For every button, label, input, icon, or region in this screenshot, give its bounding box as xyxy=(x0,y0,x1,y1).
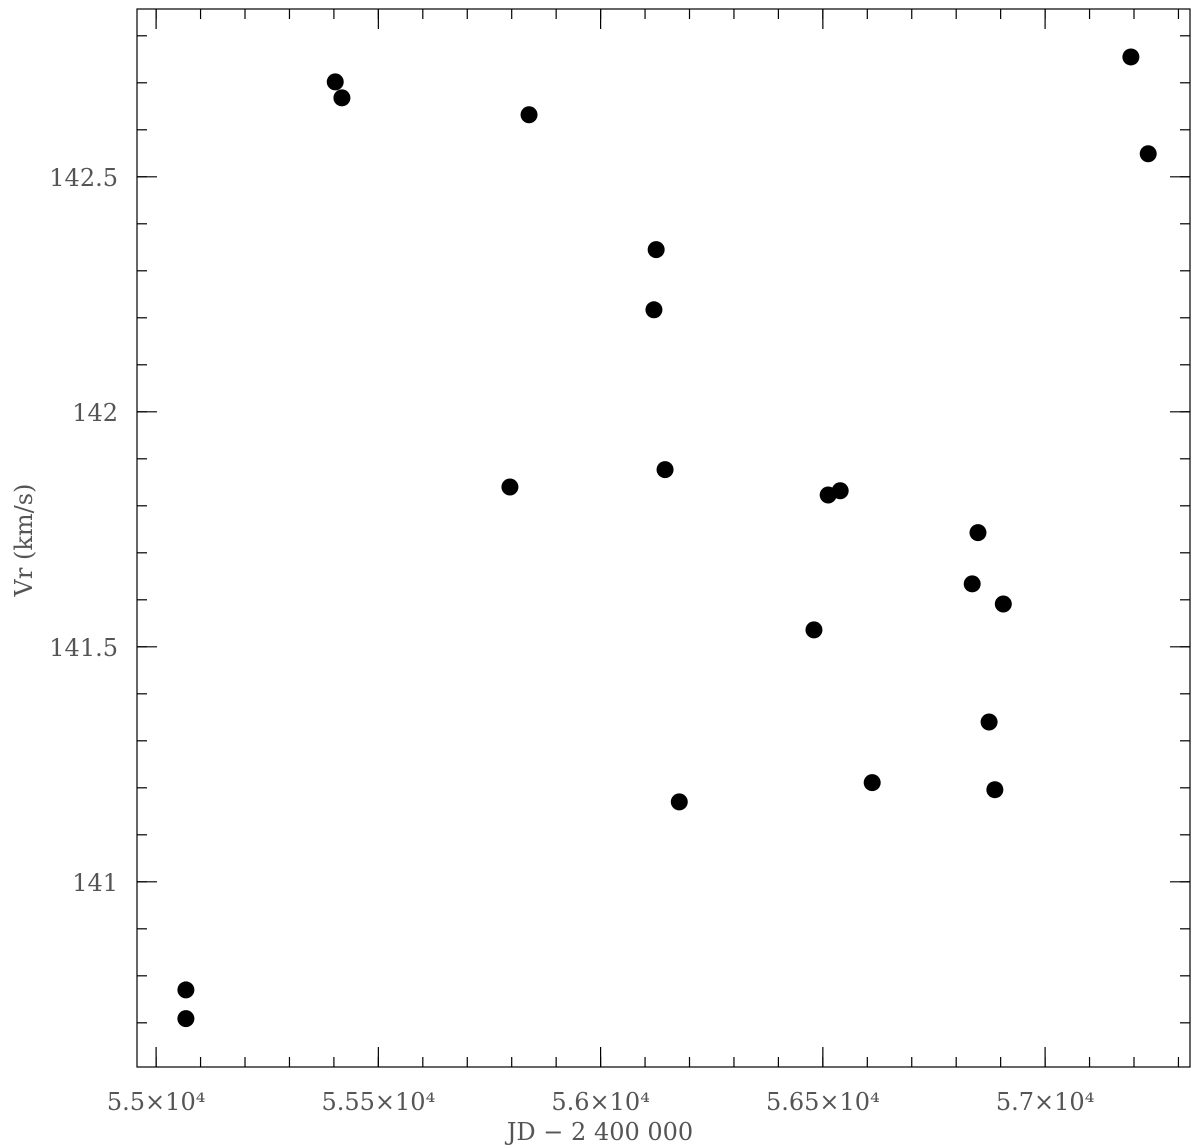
x-tick-label: 5.6×10⁴ xyxy=(551,1088,649,1116)
data-point xyxy=(863,774,881,792)
data-point xyxy=(986,781,1004,799)
y-axis-label: Vr (km/s) xyxy=(10,484,38,598)
data-point xyxy=(656,461,674,479)
x-tick-label: 5.7×10⁴ xyxy=(996,1088,1094,1116)
x-tick-label: 5.5×10⁴ xyxy=(107,1088,205,1116)
data-point xyxy=(969,524,987,542)
data-point xyxy=(963,575,981,593)
y-tick-label: 141.5 xyxy=(49,634,118,662)
y-tick-label: 142 xyxy=(72,399,118,427)
data-point xyxy=(805,621,823,639)
x-axis-label: JD − 2 400 000 xyxy=(504,1118,693,1146)
data-point xyxy=(520,106,538,124)
data-point xyxy=(670,793,688,811)
data-point xyxy=(647,241,665,259)
data-point xyxy=(333,89,351,107)
data-point xyxy=(501,478,519,496)
data-point xyxy=(980,713,998,731)
data-point xyxy=(1139,145,1157,163)
data-point xyxy=(994,595,1012,613)
data-point xyxy=(645,301,663,319)
y-tick-label: 141 xyxy=(72,869,118,897)
plot-frame xyxy=(136,8,1191,1068)
y-tick-label: 142.5 xyxy=(49,164,118,192)
x-tick-label: 5.55×10⁴ xyxy=(321,1088,435,1116)
data-point xyxy=(177,1010,195,1028)
data-point xyxy=(831,482,849,500)
data-point xyxy=(1122,48,1140,66)
data-point xyxy=(177,981,195,999)
data-point xyxy=(326,73,344,91)
x-tick-label: 5.65×10⁴ xyxy=(766,1088,880,1116)
